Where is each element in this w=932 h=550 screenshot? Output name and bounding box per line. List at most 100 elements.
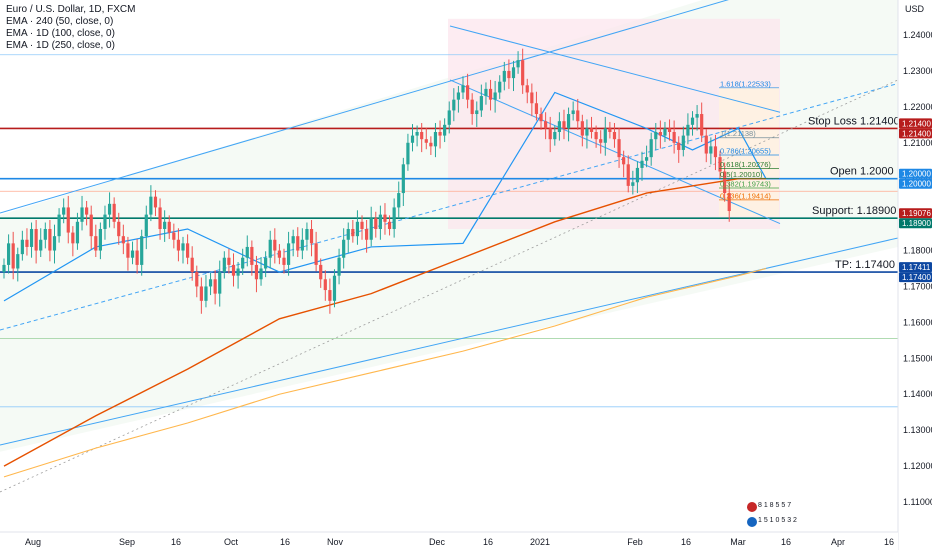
price-tag-text: 1.20000 (902, 180, 931, 189)
event-flag-icon[interactable] (747, 517, 757, 527)
candle-body (355, 221, 360, 237)
candle-body (264, 257, 268, 269)
price-tag-text: 1.18900 (902, 219, 931, 228)
candles (2, 48, 731, 314)
time-tick-label: Oct (224, 537, 239, 547)
candle-body (475, 110, 479, 115)
candle-body (369, 218, 373, 240)
price-tick-label: 1.24000 (903, 30, 932, 40)
candle-body (654, 131, 658, 140)
candle-body (48, 228, 52, 251)
candle-body (172, 232, 176, 240)
price-tag (899, 118, 932, 129)
candle-body (153, 196, 158, 208)
time-tick-label: Dec (429, 537, 446, 547)
candle-body (130, 250, 135, 258)
candle-body (493, 92, 497, 100)
time-axis[interactable]: Aug Sep 16 Oct 16 Nov Dec 16 2021 Feb 16 Mar 16 Apr 16 (25, 537, 894, 547)
time-tick-label: 16 (171, 537, 181, 547)
candle-body (498, 81, 502, 93)
candle-body (438, 131, 442, 136)
time-tick-label: Feb (627, 537, 643, 547)
legend-ema-100[interactable]: EMA · 1D (100, close, 0) (6, 28, 115, 39)
candle-body (167, 221, 171, 233)
candle-body (277, 250, 281, 258)
candle-body (181, 243, 185, 251)
candle-body (383, 214, 387, 222)
candle-body (80, 207, 84, 222)
candle-body (378, 214, 382, 229)
price-tick-label: 1.23000 (903, 66, 932, 76)
price-tick-label: 1.22000 (903, 102, 932, 112)
candle-body (667, 128, 672, 132)
candle-body (218, 272, 222, 294)
open-label: Open 1.2000 (830, 166, 894, 178)
candle-body (516, 60, 520, 68)
candle-body (259, 268, 263, 280)
candle-body (479, 96, 483, 111)
support-label: Support: 1.18900 (812, 205, 896, 217)
price-tag-text: 1.20000 (902, 170, 931, 179)
candle-body (273, 239, 277, 251)
candle-body (231, 264, 236, 276)
candle-body (424, 139, 428, 143)
time-tick-label: 16 (483, 537, 493, 547)
candle-body (62, 207, 66, 215)
candle-body (98, 228, 102, 251)
candle-body (544, 121, 548, 129)
time-tick-label: Sep (119, 537, 135, 547)
time-tick-label: 16 (681, 537, 691, 547)
legend-ema-50[interactable]: EMA · 240 (50, close, 0) (6, 16, 114, 27)
candle-body (727, 193, 731, 212)
candle-body (562, 121, 566, 129)
price-tick-label: 1.21000 (903, 138, 932, 148)
candle-body (365, 228, 369, 240)
candle-body (144, 214, 148, 237)
candle-body (557, 121, 561, 132)
candle-body (456, 92, 461, 100)
tp-label: TP: 1.17400 (835, 259, 895, 271)
candle-body (645, 157, 649, 161)
candle-body (89, 214, 93, 237)
candle-body (227, 257, 231, 265)
upper-channel-line (0, 0, 729, 214)
candle-body (190, 257, 194, 273)
candle-body (254, 264, 259, 280)
lower-channel-line (0, 237, 899, 446)
candle-body (589, 128, 594, 132)
candle-body (502, 70, 506, 82)
time-tick-label: 2021 (530, 537, 550, 547)
candle-body (484, 88, 488, 97)
candle-body (140, 236, 144, 265)
candle-body (66, 207, 70, 233)
candle-body (204, 286, 208, 301)
candle-body (126, 243, 130, 258)
event-markers[interactable]: 8 1 8 5 5 7 1 5 1 0 5 3 2 (747, 502, 797, 527)
price-tick-label: 1.15000 (903, 353, 932, 363)
time-tick-label: Apr (831, 537, 845, 547)
candle-body (103, 214, 107, 229)
event-flag-icon[interactable] (747, 502, 757, 512)
candle-body (158, 207, 162, 229)
candle-body (296, 236, 300, 251)
candle-body (208, 279, 213, 287)
candle-body (195, 272, 199, 287)
legend-ema-250[interactable]: EMA · 1D (250, close, 0) (6, 40, 115, 51)
price-tag-text: 1.17400 (902, 273, 931, 282)
candle-body (530, 92, 534, 104)
candle-body (213, 279, 217, 294)
candle-body (332, 275, 337, 301)
candle-body (663, 128, 667, 136)
candle-body (149, 196, 153, 215)
candle-body (112, 203, 116, 222)
candle-body (566, 114, 571, 129)
candle-body (6, 243, 11, 265)
candle-body (163, 221, 167, 229)
price-tick-label: 1.14000 (903, 389, 932, 399)
candle-body (461, 85, 465, 93)
legend-symbol[interactable]: Euro / U.S. Dollar, 1D, FXCM (6, 4, 136, 15)
candle-body (117, 221, 121, 237)
candle-body (594, 131, 598, 140)
candle-body (374, 218, 378, 229)
